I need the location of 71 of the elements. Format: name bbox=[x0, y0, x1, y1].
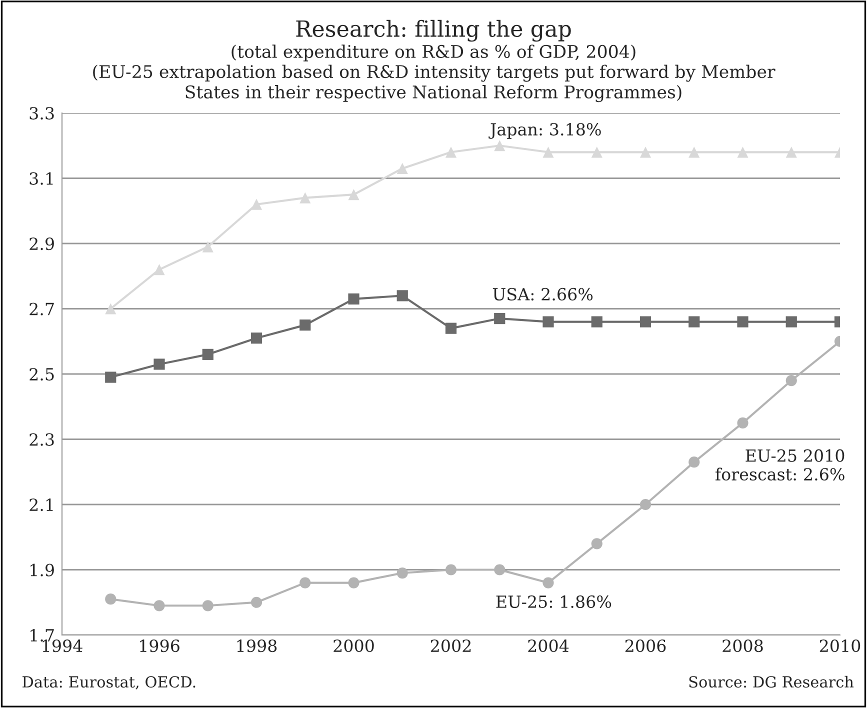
point bbox=[154, 264, 165, 276]
y-tick-label: 2.5 bbox=[30, 368, 54, 381]
point bbox=[737, 146, 748, 158]
point bbox=[542, 316, 554, 328]
point bbox=[396, 162, 408, 174]
point bbox=[640, 498, 652, 510]
point bbox=[688, 456, 700, 468]
point bbox=[445, 564, 457, 576]
point bbox=[737, 316, 748, 328]
point bbox=[786, 316, 797, 328]
point bbox=[591, 538, 602, 550]
point bbox=[250, 596, 262, 608]
y-tick-label: 2.9 bbox=[30, 237, 54, 250]
point bbox=[591, 146, 602, 158]
annotation: Japan: 3.18% bbox=[488, 122, 601, 139]
point bbox=[688, 316, 700, 328]
x-tick-label: 2008 bbox=[722, 639, 763, 652]
point bbox=[300, 320, 311, 331]
point bbox=[494, 312, 506, 324]
point bbox=[105, 372, 116, 383]
point bbox=[202, 241, 214, 252]
y-tick-label: 3.3 bbox=[30, 106, 54, 120]
x-tick-label: 1996 bbox=[140, 639, 180, 652]
x-tick-label: 2000 bbox=[334, 639, 374, 652]
point bbox=[154, 358, 165, 370]
x-tick-label: 1998 bbox=[237, 639, 277, 652]
y-tick-label: 3.1 bbox=[30, 172, 53, 185]
point bbox=[396, 567, 408, 579]
point bbox=[494, 564, 506, 576]
point bbox=[737, 417, 748, 428]
point bbox=[348, 293, 360, 305]
point bbox=[786, 374, 797, 386]
point bbox=[542, 577, 554, 588]
text: Data: Eurostat, OECD. bbox=[22, 676, 196, 690]
point bbox=[445, 322, 457, 334]
point bbox=[348, 189, 360, 200]
point bbox=[300, 577, 311, 588]
point bbox=[154, 600, 165, 612]
point bbox=[348, 577, 360, 588]
point bbox=[786, 146, 797, 158]
y-tick-label: 2.7 bbox=[30, 302, 54, 316]
annotation: USA: 2.66% bbox=[492, 288, 593, 301]
x-tick-label: 2006 bbox=[625, 639, 666, 652]
point bbox=[640, 146, 652, 158]
x-tick-label: 1994 bbox=[42, 639, 82, 652]
point bbox=[396, 290, 408, 302]
point bbox=[591, 316, 602, 328]
annotation: EU-25 2010 forescast: 2.6% bbox=[716, 449, 844, 481]
y-tick-label: 2.1 bbox=[30, 498, 53, 512]
point bbox=[688, 146, 700, 158]
point bbox=[250, 332, 262, 344]
chart-title: Research: filling the gap bbox=[296, 20, 571, 42]
point bbox=[300, 192, 311, 204]
point bbox=[105, 303, 116, 314]
point bbox=[445, 146, 457, 158]
annotation: EU-25: 1.86% bbox=[496, 595, 612, 608]
point bbox=[202, 348, 214, 360]
source-note: Source: DG Research bbox=[689, 676, 854, 688]
y-tick-label: 2.3 bbox=[30, 433, 54, 446]
point bbox=[105, 594, 116, 605]
x-tick-label: 2002 bbox=[430, 639, 471, 652]
chart-subtitle: (total expenditure on R&D as % of GDP, 2004) (EU-25 extrapolation based on R&D intensity targets put forward by Member States in their respective National Reform Programmes) bbox=[93, 44, 776, 102]
x-tick-label: 2004 bbox=[528, 639, 569, 652]
y-tick-label: 1.7 bbox=[30, 628, 54, 642]
point bbox=[640, 316, 652, 328]
y-tick-label: 1.9 bbox=[30, 564, 54, 576]
point bbox=[250, 198, 262, 210]
point bbox=[542, 146, 554, 158]
point bbox=[494, 140, 506, 152]
point bbox=[202, 600, 214, 612]
x-tick-label: 2010 bbox=[820, 639, 860, 652]
